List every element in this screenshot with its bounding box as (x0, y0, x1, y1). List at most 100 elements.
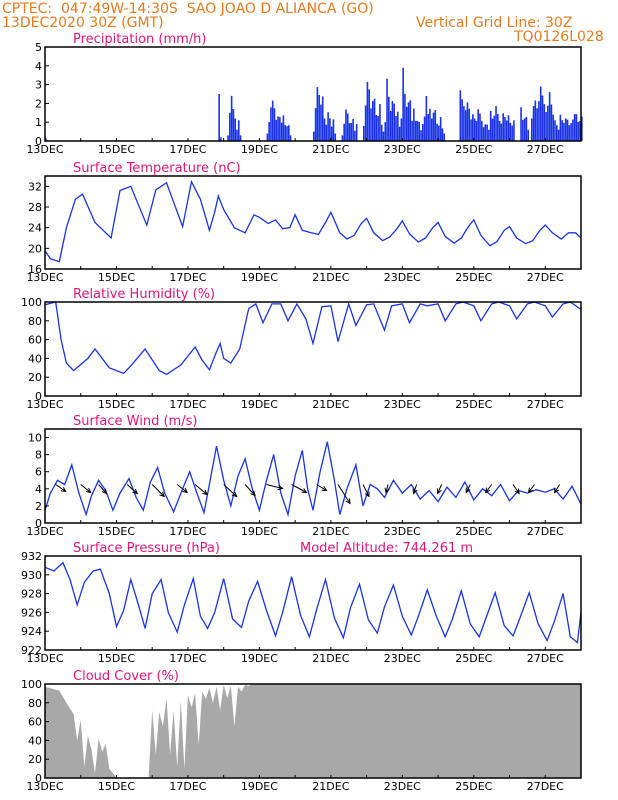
precip-bar (463, 106, 465, 141)
temp-title: Surface Temperature (nC) (73, 161, 241, 176)
precip-bar (345, 109, 347, 141)
wind-arrow (337, 484, 351, 504)
press-series-line (44, 561, 582, 644)
wind-arrow (98, 484, 107, 494)
precip-bar (575, 114, 578, 141)
precip-bar (427, 114, 429, 141)
precip-bar (548, 92, 551, 141)
precip-bar (323, 118, 326, 141)
precip-bar (287, 125, 290, 141)
rh-date-label: 13DEC (26, 398, 63, 411)
precip-bar (268, 121, 270, 141)
precip-bar (439, 117, 442, 141)
wind-arrowhead (202, 489, 208, 496)
precip-bar (393, 103, 396, 141)
precip-bar (507, 115, 510, 141)
wind-arrow (316, 484, 327, 491)
press-ytick-label: 930 (21, 569, 42, 582)
precip-bar (411, 120, 413, 141)
wind-arrow (437, 484, 443, 494)
precip-bar (352, 118, 354, 141)
precip-bar (286, 126, 288, 141)
precip-bar (505, 120, 508, 141)
precip-bar (421, 124, 424, 141)
precip-bar (363, 125, 365, 141)
precip-bar (377, 116, 379, 141)
precip-bar (443, 133, 446, 141)
precip-bar (566, 119, 569, 141)
rh-series-line (44, 301, 582, 376)
press-ytick-label: 926 (21, 606, 42, 619)
wind-ytick-label: 0 (35, 517, 42, 530)
temp-frame (44, 175, 582, 270)
precip-bar (334, 133, 337, 141)
precip-bar (536, 108, 538, 141)
precip-bar (388, 96, 390, 141)
precip-bar (346, 113, 349, 141)
wind-arrow (528, 484, 535, 493)
press-frame (44, 555, 582, 651)
wind-arrow (176, 484, 188, 493)
precip-bar (348, 123, 351, 141)
precip-bar (386, 78, 388, 141)
wind-arrowhead (159, 491, 166, 498)
wind-arrowhead (301, 488, 308, 494)
precip-bar (350, 122, 353, 141)
precip-bar (425, 96, 428, 141)
precip-bar (414, 120, 417, 141)
wind-arrowhead (553, 487, 560, 494)
precip-bar (266, 133, 269, 141)
wind-frame (44, 428, 582, 524)
precip-bar (234, 118, 236, 141)
precip-bar (275, 119, 278, 141)
precip-date-label: 25DEC (455, 143, 492, 156)
press-date-label: 23DEC (384, 652, 421, 665)
precip-ytick-label: 0 (35, 135, 42, 148)
precip-bar (530, 118, 533, 141)
precip-bar (407, 102, 410, 141)
precip-bar (375, 115, 378, 141)
precip-bar (511, 125, 513, 141)
precip-bar (413, 108, 415, 141)
precip-bar (554, 120, 556, 141)
precip-bar (557, 129, 560, 141)
precip-bar (389, 110, 392, 141)
precip-bar (271, 100, 274, 141)
precip-bar (547, 105, 549, 141)
cloud-date-label: 17DEC (169, 780, 206, 793)
temp-date-label: 15DEC (98, 271, 135, 284)
precip-date-label: 13DEC (26, 143, 63, 156)
precip-bar (525, 117, 528, 141)
precip-bar (396, 111, 399, 141)
precip-bar (218, 94, 220, 141)
precip-bar (400, 118, 403, 141)
press-ytick-label: 932 (21, 550, 42, 563)
wind-title: Surface Wind (m/s) (73, 414, 197, 429)
precip-bar (497, 113, 499, 141)
precip-date-label: 15DEC (98, 143, 135, 156)
press-date-label: 17DEC (169, 652, 206, 665)
precip-bar (370, 108, 372, 141)
precip-bar (284, 125, 287, 141)
press-title: Surface Pressure (hPa) (73, 541, 220, 556)
wind-arrow (244, 484, 256, 496)
precip-date-label: 27DEC (527, 143, 564, 156)
wind-date-label: 15DEC (98, 525, 135, 538)
wind-arrowhead (85, 487, 92, 494)
precip-bar (327, 112, 329, 141)
wind-arrow (291, 484, 307, 493)
precip-bar (504, 116, 506, 141)
wind-ytick-label: 4 (35, 483, 42, 496)
wind-arrowhead (345, 498, 351, 505)
precip-bar (441, 128, 444, 141)
cloud-date-label: 27DEC (527, 780, 564, 793)
precip-bar (434, 110, 437, 141)
precip-bar (398, 126, 401, 141)
precip-bar (534, 100, 537, 141)
precip-bar (354, 130, 356, 141)
precip-bar (382, 131, 385, 141)
wind-ytick-label: 8 (35, 449, 42, 462)
precip-bar (577, 121, 580, 141)
header-grid-line: Vertical Grid Line: 30Z (416, 15, 573, 31)
press-ytick-label: 928 (21, 588, 42, 601)
